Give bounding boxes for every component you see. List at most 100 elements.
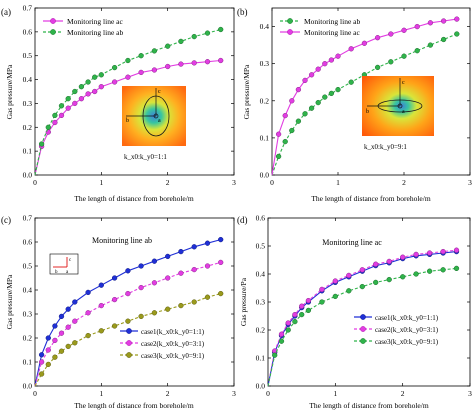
data-point-d-1-6 — [305, 297, 312, 304]
legend-marker-d-0 — [360, 314, 366, 320]
data-point-b-0-4 — [295, 118, 302, 124]
y-tick-label-c-7: 0.7 — [23, 214, 33, 223]
y-tick-label-c-4: 0.4 — [23, 286, 33, 295]
y-tick-label-a-6: 0.6 — [23, 27, 33, 36]
series-line-c-2 — [34, 293, 221, 387]
legend-marker-c-2 — [126, 352, 132, 358]
y-tick-label-a-0: 0.0 — [23, 171, 33, 180]
inset-label-c-b: c — [402, 80, 405, 86]
data-point-c-1-10 — [125, 290, 131, 297]
data-point-b-0-19 — [454, 31, 460, 37]
y-axis-label-b: Gas pressure/MPa — [242, 64, 251, 119]
legend-marker-b-1 — [287, 29, 293, 35]
y-tick-label-c-1: 0.1 — [23, 358, 33, 367]
data-point-c-0-14 — [178, 248, 184, 255]
data-point-a-1-19 — [218, 26, 224, 33]
data-point-a-0-16 — [178, 61, 184, 67]
y-tick-label-d-2: 0.2 — [256, 326, 266, 335]
data-point-b-1-4 — [295, 86, 302, 93]
data-point-d-1-13 — [400, 254, 406, 260]
inset-schematic-frame-c — [49, 253, 79, 275]
y-tick-label-b-2: 0.2 — [260, 96, 270, 105]
y-axis-label-a: Gas pressure/MPa — [5, 64, 14, 119]
data-point-c-0-13 — [165, 253, 171, 260]
data-point-a-0-19 — [218, 57, 224, 64]
data-point-d-1-5 — [299, 303, 305, 309]
legend-marker-d-2 — [360, 338, 366, 344]
y-tick-label-d-0: 0.0 — [256, 382, 266, 391]
plot-series-a — [34, 26, 224, 176]
inset-label-a-b: a — [402, 109, 405, 115]
legend-label-a-0: Monitoring line ac — [67, 17, 123, 26]
data-point-a-1-13 — [138, 53, 144, 59]
x-tick-label-b-3: 3 — [468, 178, 472, 187]
data-point-c-2-17 — [218, 290, 224, 297]
data-point-a-1-12 — [125, 57, 131, 64]
plot-series-d — [267, 247, 460, 387]
y-tick-label-b-4: 0.4 — [260, 22, 270, 31]
inset-caption-b: k_x0:k_y0=9:1 — [364, 143, 407, 151]
data-point-b-0-8 — [322, 94, 328, 100]
inset-label-c-c: c — [69, 258, 72, 263]
x-tick-label-d-0: 0 — [266, 389, 270, 398]
data-point-a-1-9 — [92, 74, 98, 80]
data-point-b-1-7 — [315, 66, 321, 72]
data-point-a-1-2 — [45, 124, 51, 130]
y-tick-label-b-1: 0.1 — [260, 133, 270, 142]
data-point-c-0-10 — [125, 268, 131, 274]
plot-series-b — [271, 16, 460, 176]
data-point-c-2-15 — [191, 299, 197, 305]
data-point-c-0-3 — [52, 323, 58, 329]
data-point-d-2-1 — [272, 352, 278, 358]
plot-frame-b — [271, 7, 471, 176]
data-point-a-1-17 — [191, 33, 197, 40]
inset-contour-a: c b a k_x0:k_y0=1:1 — [122, 86, 188, 162]
inset-label-b-c: b — [55, 270, 58, 275]
data-point-b-1-16 — [414, 23, 420, 30]
x-axis-label-d: The length of distance from borehole/m — [309, 401, 429, 410]
data-point-d-2-3 — [285, 327, 291, 333]
data-point-b-1-11 — [348, 46, 354, 52]
inset-label-b-a: b — [126, 118, 129, 124]
data-point-a-1-8 — [85, 79, 91, 85]
data-point-a-1-16 — [178, 38, 184, 45]
data-point-b-1-17 — [427, 20, 434, 26]
data-point-b-1-8 — [322, 61, 328, 67]
data-point-c-0-1 — [38, 352, 45, 358]
legend-label-b-1: Monitoring line ac — [304, 28, 360, 37]
x-tick-label-c-2: 2 — [166, 389, 170, 398]
data-point-a-0-7 — [78, 96, 85, 102]
data-point-d-2-7 — [319, 299, 325, 305]
legend-marker-a-1 — [50, 29, 56, 35]
data-point-d-2-11 — [373, 279, 379, 286]
data-point-b-0-6 — [308, 105, 315, 111]
data-point-a-0-9 — [92, 88, 98, 95]
data-point-c-1-4 — [58, 330, 65, 336]
x-tick-label-b-0: 0 — [270, 178, 274, 187]
y-tick-label-c-2: 0.2 — [23, 334, 33, 343]
data-point-b-1-18 — [440, 18, 447, 24]
data-point-c-1-14 — [178, 270, 184, 276]
data-point-d-1-2 — [278, 331, 285, 337]
data-point-d-2-8 — [332, 293, 338, 300]
data-point-c-2-2 — [45, 361, 51, 368]
legend-label-b-0: Monitoring line ab — [304, 17, 360, 26]
data-point-a-0-11 — [111, 79, 118, 85]
data-point-b-0-13 — [374, 64, 381, 71]
data-point-c-2-1 — [38, 371, 45, 377]
data-point-a-1-6 — [72, 88, 78, 95]
data-point-d-1-10 — [359, 267, 365, 273]
series-line-d-1 — [267, 249, 457, 387]
y-axis-label-d: Gas pressure/Pa — [239, 277, 248, 326]
data-point-d-1-9 — [346, 272, 352, 279]
data-point-d-1-15 — [426, 250, 433, 256]
data-point-c-0-11 — [138, 263, 144, 269]
x-tick-label-d-2: 2 — [401, 389, 405, 398]
data-point-a-0-8 — [85, 91, 91, 97]
y-tick-label-d-6: 0.6 — [256, 214, 266, 223]
data-point-b-1-2 — [282, 112, 288, 119]
data-point-b-0-17 — [427, 42, 434, 48]
legend-marker-c-0 — [126, 328, 132, 334]
data-point-a-1-5 — [65, 96, 71, 102]
